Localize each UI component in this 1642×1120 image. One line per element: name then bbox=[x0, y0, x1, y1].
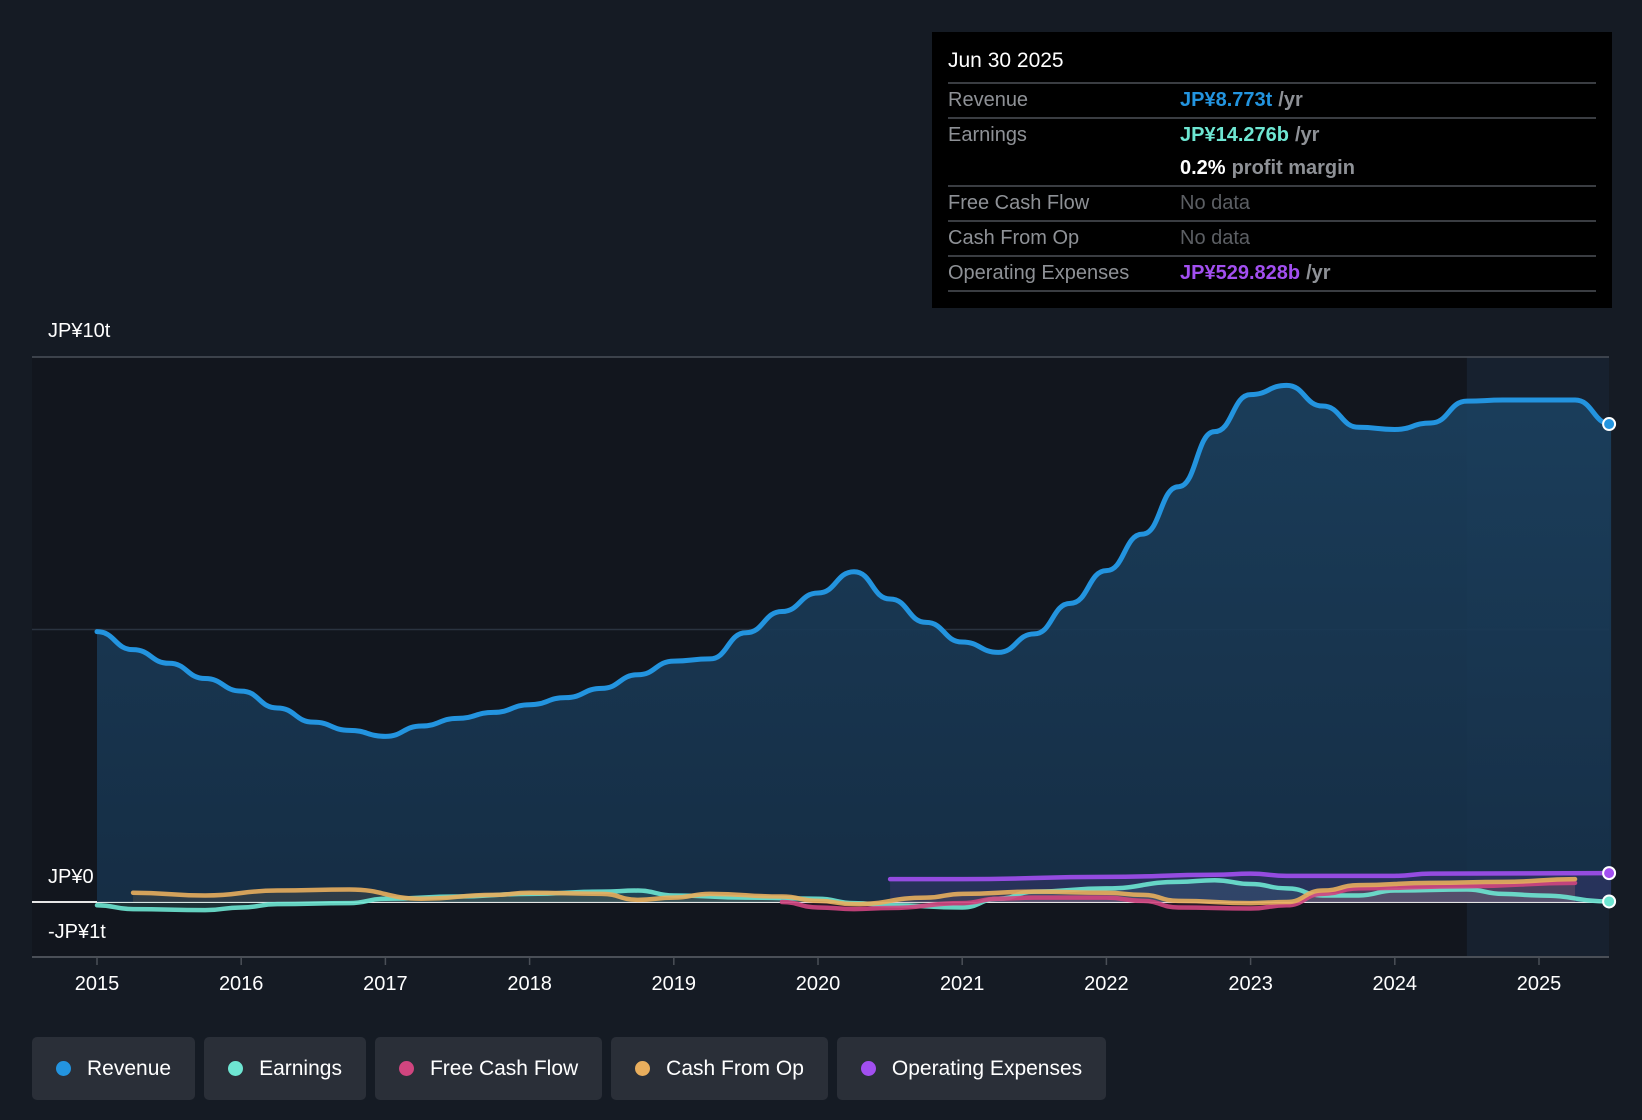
earnings-line bbox=[94, 877, 1614, 913]
x-tick-label: 2018 bbox=[507, 973, 552, 995]
x-tick-label: 2021 bbox=[940, 973, 985, 995]
operating-expenses-end-point bbox=[1602, 866, 1617, 881]
revenue-area bbox=[97, 385, 1612, 903]
tooltip-value: JP¥14.276b bbox=[1180, 124, 1289, 146]
operating-expenses-area bbox=[890, 873, 1612, 902]
legend-operating-expenses[interactable]: Operating Expenses bbox=[836, 1037, 1107, 1100]
tooltip-row-opex: Operating Expenses JP¥529.828b /yr bbox=[948, 257, 1596, 292]
tooltip-label: Revenue bbox=[948, 89, 1029, 111]
tooltip-value: No data bbox=[1180, 192, 1251, 214]
dot-icon bbox=[398, 1061, 414, 1076]
dot-icon bbox=[860, 1061, 876, 1076]
tooltip-label bbox=[948, 152, 1180, 185]
legend-label: Cash From Op bbox=[666, 1056, 804, 1080]
legend-free-cash-flow[interactable]: Free Cash Flow bbox=[374, 1037, 603, 1100]
legend-label: Earnings bbox=[259, 1056, 342, 1080]
x-tick-label: 2024 bbox=[1373, 973, 1418, 995]
legend-revenue[interactable]: Revenue bbox=[32, 1037, 196, 1100]
x-tick-label: 2023 bbox=[1228, 973, 1273, 995]
tooltip: Jun 30 2025 Revenue JP¥8.773t /yr Earnin… bbox=[932, 32, 1612, 308]
tooltip-value: 0.2% bbox=[1180, 157, 1226, 179]
tooltip-value: JP¥529.828b bbox=[1180, 262, 1301, 284]
tooltip-unit: /yr bbox=[1294, 124, 1320, 146]
x-tick-label: 2016 bbox=[219, 973, 264, 995]
x-tick-label: 2017 bbox=[363, 973, 408, 995]
tooltip-value: No data bbox=[1180, 227, 1251, 249]
dot-icon bbox=[228, 1061, 244, 1076]
x-tick-label: 2015 bbox=[75, 973, 120, 995]
dot-icon bbox=[56, 1061, 71, 1076]
tooltip-label: Free Cash Flow bbox=[948, 192, 1090, 214]
tooltip-unit: /yr bbox=[1278, 89, 1303, 111]
legend-label: Operating Expenses bbox=[891, 1056, 1083, 1080]
tooltip-row-profit-margin: 0.2% profit margin bbox=[948, 152, 1596, 187]
tooltip-value: JP¥8.773t bbox=[1180, 89, 1273, 111]
earnings-end-point bbox=[1602, 894, 1617, 909]
legend-label: Revenue bbox=[87, 1056, 172, 1080]
tooltip-label: Cash From Op bbox=[948, 227, 1080, 249]
revenue-line bbox=[94, 382, 1614, 739]
tooltip-label: Operating Expenses bbox=[948, 262, 1130, 284]
legend-cash-from-op[interactable]: Cash From Op bbox=[611, 1037, 828, 1100]
tooltip-unit: /yr bbox=[1306, 262, 1331, 284]
dot-icon bbox=[635, 1061, 651, 1076]
revenue-end-point bbox=[1602, 417, 1617, 432]
operating-expenses-line bbox=[887, 870, 1614, 882]
cash-from-op-area bbox=[133, 879, 1576, 905]
earnings-area bbox=[97, 880, 1612, 911]
x-tick-label: 2022 bbox=[1084, 973, 1129, 995]
legend-earnings[interactable]: Earnings bbox=[204, 1037, 366, 1100]
tooltip-row-fcf: Free Cash Flow No data bbox=[948, 187, 1596, 222]
tooltip-unit: profit margin bbox=[1231, 157, 1355, 179]
y-tick-label: JP¥0 bbox=[48, 866, 94, 888]
tooltip-date: Jun 30 2025 bbox=[948, 46, 1596, 84]
legend: Revenue Earnings Free Cash Flow Cash Fro… bbox=[32, 1037, 1107, 1100]
tooltip-row-earnings: Earnings JP¥14.276b /yr bbox=[948, 119, 1596, 152]
cash-from-op-line bbox=[130, 876, 1578, 907]
x-tick-label: 2025 bbox=[1517, 973, 1562, 995]
free-cash-flow-line bbox=[779, 880, 1578, 912]
x-tick-label: 2019 bbox=[652, 973, 697, 995]
y-tick-label: -JP¥1t bbox=[48, 921, 106, 943]
y-tick-label: JP¥10t bbox=[48, 320, 111, 342]
tooltip-row-cfo: Cash From Op No data bbox=[948, 222, 1596, 257]
legend-label: Free Cash Flow bbox=[429, 1056, 579, 1080]
x-tick-label: 2020 bbox=[796, 973, 841, 995]
tooltip-label: Earnings bbox=[948, 124, 1027, 146]
tooltip-row-revenue: Revenue JP¥8.773t /yr bbox=[948, 84, 1596, 119]
